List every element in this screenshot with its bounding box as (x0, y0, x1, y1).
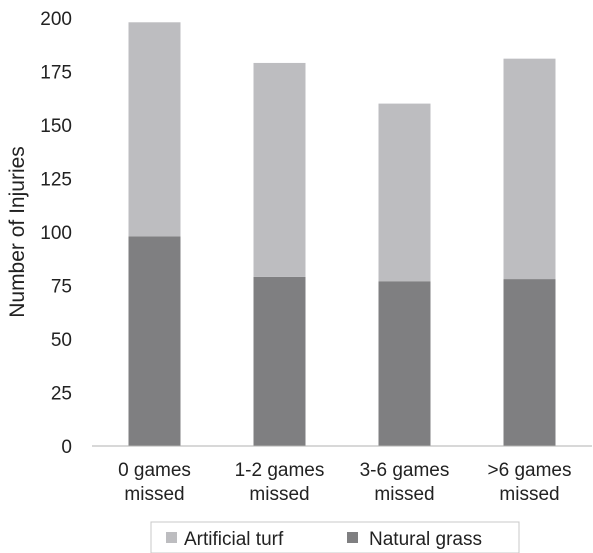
y-tick-label: 175 (40, 63, 72, 84)
legend-label: Natural grass (369, 529, 482, 550)
y-tick-label: 0 (61, 437, 72, 458)
y-tick-label: 25 (51, 384, 72, 405)
legend-box (150, 521, 520, 553)
x-tick-label: 3-6 games missed (360, 460, 450, 505)
y-tick-label: 200 (40, 9, 72, 30)
x-tick-label: 1-2 games missed (235, 460, 325, 505)
bar-artificial-turf (378, 103, 431, 282)
bar-artificial-turf (253, 62, 306, 277)
bar-artificial-turf (128, 22, 181, 237)
x-tick-label: 0 games missed (118, 460, 191, 505)
legend-label: Artificial turf (184, 529, 284, 550)
y-tick-label: 125 (40, 170, 72, 191)
bar-natural-grass (378, 281, 431, 446)
y-tick-label: 150 (40, 116, 72, 137)
x-tick-label: >6 games missed (488, 460, 572, 505)
y-tick-label: 100 (40, 223, 72, 244)
legend-swatch (347, 532, 358, 543)
bar-natural-grass (253, 276, 306, 446)
y-tick-label: 75 (51, 277, 72, 298)
bar-artificial-turf (503, 58, 556, 280)
y-tick-label: 50 (51, 330, 72, 351)
y-axis-title: Number of Injuries (6, 146, 29, 318)
legend: Artificial turf Natural grass (150, 521, 520, 553)
legend-swatch (166, 532, 177, 543)
bar-natural-grass (128, 236, 181, 446)
bar-natural-grass (503, 279, 556, 446)
